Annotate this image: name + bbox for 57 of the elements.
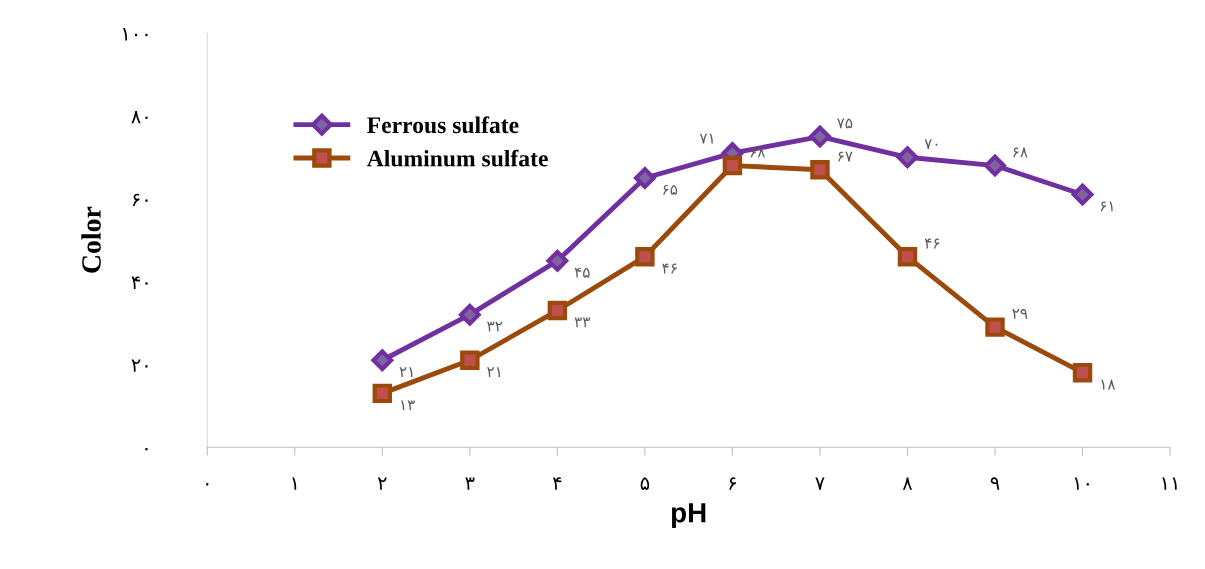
x-tick-label: ۶ xyxy=(729,477,736,490)
data-label: ۴۶ xyxy=(924,238,940,249)
x-tick-label: ۱۱ xyxy=(1162,477,1177,490)
point xyxy=(897,246,918,267)
data-label: ۷۱ xyxy=(699,133,713,144)
x-tick-label: ۵ xyxy=(640,477,650,490)
data-label: ۶۵ xyxy=(663,184,678,195)
y-tick-label: ۱۰۰ xyxy=(123,28,148,41)
point xyxy=(722,155,743,176)
y-tick-label: ۴۰ xyxy=(131,276,148,289)
x-tick-label: ۱۰ xyxy=(1074,477,1089,490)
data-label: ۶۷ xyxy=(838,151,853,162)
data-label: ۴۵ xyxy=(574,267,590,278)
y-tick-label: ۸۰ xyxy=(131,110,148,124)
point xyxy=(458,303,481,326)
point xyxy=(985,317,1005,337)
point xyxy=(546,249,569,272)
data-label: ۲۱ xyxy=(487,367,500,377)
x-tick-label: ۰ xyxy=(206,483,209,486)
legend-label: Aluminum sulfate xyxy=(366,149,548,167)
data-label: ۶۱ xyxy=(1100,201,1113,212)
point xyxy=(371,349,394,372)
point xyxy=(1071,183,1094,206)
point xyxy=(635,246,655,267)
data-label: ۱۸ xyxy=(1101,379,1116,390)
point xyxy=(896,146,919,169)
x-tick-label: ۲ xyxy=(377,477,387,490)
x-tick-label: ۹ xyxy=(990,477,1000,490)
x-tick-label: ۷ xyxy=(815,477,825,490)
data-label: ۲۹ xyxy=(1012,309,1028,319)
point xyxy=(810,159,830,180)
x-tick-label: ۳ xyxy=(465,477,475,490)
data-label: ۳۳ xyxy=(574,317,591,328)
x-tick-label: ۱ xyxy=(292,477,297,490)
data-label: ۳۲ xyxy=(487,321,503,332)
point xyxy=(809,125,831,148)
data-label: ۷۰ xyxy=(924,139,938,149)
x-axis-title: pH xyxy=(671,503,706,529)
point xyxy=(372,383,393,404)
data-label: ۷۵ xyxy=(837,118,853,129)
point xyxy=(1072,362,1093,383)
data-label: ۴۶ xyxy=(662,263,677,274)
data-label: ۲۱ xyxy=(399,367,413,377)
point xyxy=(633,167,656,189)
y-tick-label: ۲۰ xyxy=(131,359,148,372)
y-tick-label: ۰ xyxy=(145,447,148,451)
x-tick-label: ۸ xyxy=(902,477,913,490)
point xyxy=(547,300,568,321)
data-label: ۶۸ xyxy=(1013,147,1028,158)
y-tick-label: ۶۰ xyxy=(132,193,148,207)
point xyxy=(984,154,1006,177)
x-tick-label: ۴ xyxy=(552,477,562,490)
legend-label: Ferrous sulfate xyxy=(367,116,519,134)
point xyxy=(460,350,480,370)
data-label: ۶۸ xyxy=(750,147,766,158)
y-axis-title: Color xyxy=(81,206,101,273)
data-label: ۱۳ xyxy=(401,400,415,411)
